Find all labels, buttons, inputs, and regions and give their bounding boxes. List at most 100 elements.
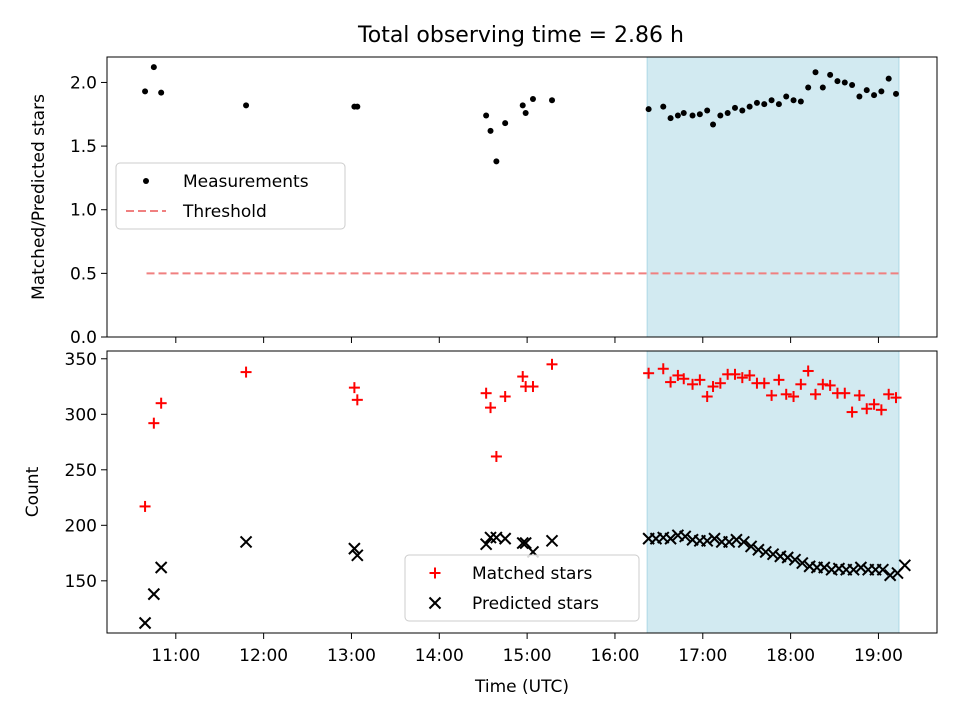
predicted-star-stroke-b	[428, 596, 442, 610]
predicted-star-point	[744, 540, 758, 553]
predicted-star-point	[484, 531, 497, 544]
x-axis-label: Time (UTC)	[474, 677, 569, 697]
matched-star-point	[890, 392, 902, 404]
measurement-point	[243, 102, 250, 109]
predicted-star-point	[664, 532, 677, 545]
predicted-star-point	[796, 556, 809, 570]
matched-star-point	[788, 391, 800, 403]
matched-star-point	[490, 450, 502, 462]
x-tick-label: 14:00	[415, 646, 464, 666]
matched-star-point	[729, 368, 741, 380]
predicted-star-point	[788, 553, 802, 566]
predicted-star-stroke-b	[722, 535, 736, 549]
matched-star-point	[485, 402, 497, 414]
legend-label: Matched stars	[472, 564, 592, 584]
predicted-star-stroke-b	[708, 532, 721, 545]
x-tick-label: 12:00	[239, 646, 288, 666]
top-panel: 0.00.51.01.52.0 Matched/Predicted stars …	[29, 56, 938, 348]
x-tick-label: 15:00	[503, 646, 552, 666]
predicted-star-point	[730, 533, 743, 546]
measurement-point	[522, 110, 529, 116]
predicted-star-point	[545, 534, 559, 548]
y-tick-label: 150	[65, 572, 97, 592]
predicted-star-stroke-b	[519, 536, 532, 550]
predicted-star-stroke-b	[788, 553, 802, 566]
measurement-point	[739, 107, 746, 114]
legend-label: Threshold	[182, 202, 267, 222]
top-y-axis-label: Matched/Predicted stars	[29, 94, 49, 300]
matched-star-point	[707, 381, 719, 393]
matched-star-point	[817, 378, 829, 390]
predicted-star-stroke-b	[351, 549, 364, 562]
predicted-star-stroke-b	[796, 556, 809, 570]
y-tick-label: 2.0	[70, 73, 97, 93]
y-tick-label: 350	[65, 350, 97, 370]
measurement-point	[827, 71, 834, 78]
measurement-point	[710, 121, 717, 128]
top-legend: Measurements Threshold	[115, 162, 346, 230]
legend-box	[115, 162, 346, 230]
predicted-star-point	[239, 535, 253, 549]
predicted-star-stroke-b	[147, 587, 161, 601]
matched-star-point	[480, 387, 492, 399]
measurement-point	[689, 112, 696, 119]
measurement-point	[885, 75, 892, 82]
measurement-point	[790, 97, 797, 104]
predicted-star-stroke-b	[876, 563, 890, 576]
top-axes-frame	[106, 56, 938, 338]
top-highlight-span	[646, 56, 900, 338]
predicted-star-stroke-b	[898, 559, 912, 572]
predicted-star-point	[428, 596, 442, 610]
predicted-star-stroke-b	[545, 534, 559, 548]
y-tick-label: 0.0	[70, 328, 97, 348]
legend-label: Measurements	[183, 172, 309, 192]
measurement-point	[142, 88, 149, 95]
matched-star-point	[758, 377, 770, 389]
predicted-star-point	[348, 542, 361, 555]
bottom-y-axis-label: Count	[23, 466, 43, 517]
measurement-point	[667, 115, 674, 122]
measurement-point	[674, 112, 681, 119]
y-tick-label: 0.5	[70, 264, 97, 284]
predicted-star-stroke-b	[700, 534, 714, 548]
predicted-star-stroke-b	[883, 569, 897, 582]
matched-star-point	[429, 567, 441, 579]
predicted-star-point	[479, 537, 493, 551]
matched-star-point	[148, 417, 160, 429]
matched-star-point	[744, 369, 756, 381]
predicted-star-point	[883, 569, 897, 582]
predicted-star-stroke-b	[847, 563, 860, 576]
matched-star-point	[736, 372, 748, 384]
predicted-star-point	[351, 549, 364, 562]
measurement-point	[863, 87, 870, 94]
measurement-point	[783, 93, 790, 100]
matched-star-point	[883, 388, 895, 400]
predicted-star-stroke-b	[154, 561, 168, 574]
y-tick-label: 1.0	[70, 201, 97, 221]
predicted-star-stroke-b	[679, 530, 692, 543]
matched-star-point	[348, 382, 360, 394]
measurement-point	[871, 92, 878, 99]
predicted-star-point	[737, 535, 750, 549]
measurement-point	[819, 84, 826, 91]
top-ticks: 0.0 0.5 1.0 1.5 2.0	[70, 73, 879, 348]
measurement-point	[519, 102, 526, 109]
bottom-marks	[138, 358, 912, 630]
measurement-point	[812, 69, 819, 76]
matched-star-point	[657, 363, 669, 375]
matched-star-point	[665, 376, 677, 388]
measurement-point	[775, 101, 782, 108]
matched-star-point	[875, 404, 887, 416]
predicted-star-point	[818, 561, 831, 574]
predicted-star-stroke-b	[737, 535, 750, 549]
y-tick-label: 200	[65, 516, 97, 536]
measurement-point	[761, 101, 768, 108]
matched-star-point	[802, 365, 814, 377]
matched-star-point	[155, 397, 167, 409]
measurement-point	[645, 106, 652, 113]
bottom-legend: Matched stars Predicted stars	[404, 554, 640, 622]
bottom-highlight-span	[646, 350, 900, 634]
matched-star-point	[546, 358, 558, 370]
matched-star-point	[351, 394, 363, 406]
predicted-star-stroke-b	[484, 531, 497, 544]
